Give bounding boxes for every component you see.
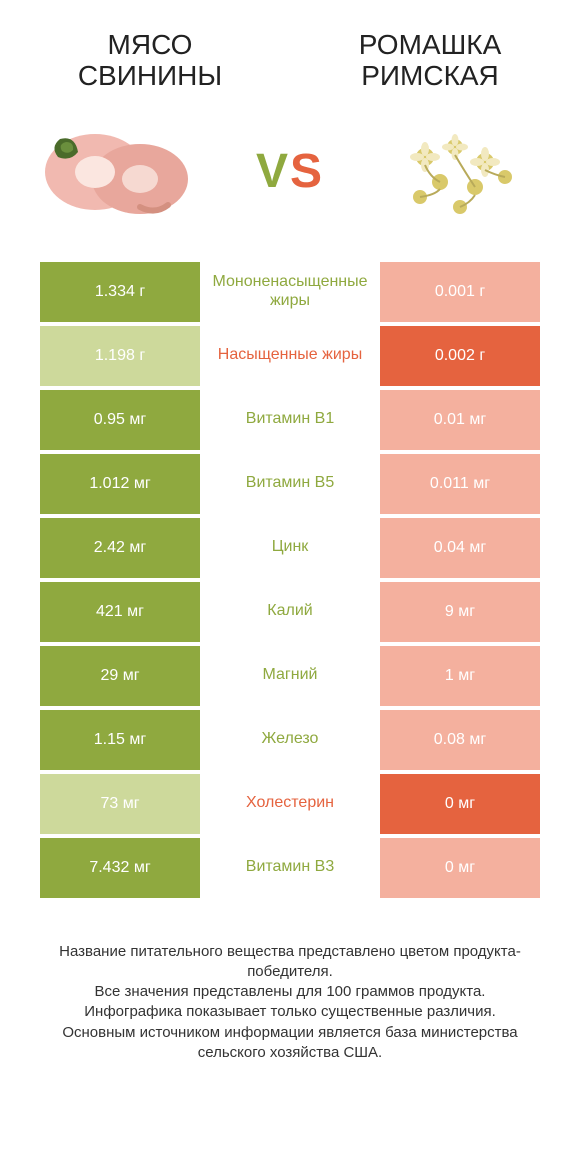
table-row: 0.95 мгВитамин B10.01 мг	[40, 390, 540, 450]
left-value: 73 мг	[40, 774, 200, 834]
pork-icon	[40, 117, 200, 227]
vs-v: V	[256, 145, 290, 198]
left-value: 1.012 мг	[40, 454, 200, 514]
left-value: 0.95 мг	[40, 390, 200, 450]
nutrient-label: Калий	[200, 582, 380, 642]
right-value: 0.04 мг	[380, 518, 540, 578]
table-row: 2.42 мгЦинк0.04 мг	[40, 518, 540, 578]
header: Мясо свинины Ромашка Римская	[0, 0, 580, 102]
nutrient-label: Цинк	[200, 518, 380, 578]
left-value: 2.42 мг	[40, 518, 200, 578]
left-value: 1.198 г	[40, 326, 200, 386]
footer-line: Основным источником информации является …	[30, 1023, 550, 1064]
left-value: 1.15 мг	[40, 710, 200, 770]
right-value: 0.08 мг	[380, 710, 540, 770]
table-row: 7.432 мгВитамин B30 мг	[40, 838, 540, 898]
table-row: 1.012 мгВитамин B50.011 мг	[40, 454, 540, 514]
footer-line: Все значения представлены для 100 граммо…	[30, 982, 550, 1002]
left-value: 421 мг	[40, 582, 200, 642]
vs-row: VS	[0, 102, 580, 262]
right-value: 0 мг	[380, 774, 540, 834]
footer-notes: Название питательного вещества представл…	[0, 902, 580, 1064]
left-value: 29 мг	[40, 646, 200, 706]
right-value: 0 мг	[380, 838, 540, 898]
left-product-title: Мясо свинины	[40, 30, 260, 92]
comparison-table: 1.334 гМононенасыщенные жиры0.001 г1.198…	[0, 262, 580, 898]
chamomile-icon	[385, 117, 535, 227]
right-value: 9 мг	[380, 582, 540, 642]
vs-s: S	[290, 145, 324, 198]
nutrient-label: Мононенасыщенные жиры	[200, 262, 380, 322]
nutrient-label: Витамин B5	[200, 454, 380, 514]
nutrient-label: Холестерин	[200, 774, 380, 834]
right-value: 1 мг	[380, 646, 540, 706]
nutrient-label: Витамин B3	[200, 838, 380, 898]
table-row: 73 мгХолестерин0 мг	[40, 774, 540, 834]
table-row: 1.334 гМононенасыщенные жиры0.001 г	[40, 262, 540, 322]
left-product-image	[40, 112, 200, 232]
table-row: 1.15 мгЖелезо0.08 мг	[40, 710, 540, 770]
nutrient-label: Витамин B1	[200, 390, 380, 450]
right-value: 0.001 г	[380, 262, 540, 322]
right-value: 0.011 мг	[380, 454, 540, 514]
nutrient-label: Железо	[200, 710, 380, 770]
table-row: 1.198 гНасыщенные жиры0.002 г	[40, 326, 540, 386]
nutrient-label: Насыщенные жиры	[200, 326, 380, 386]
table-row: 421 мгКалий9 мг	[40, 582, 540, 642]
footer-line: Название питательного вещества представл…	[30, 942, 550, 983]
right-value: 0.01 мг	[380, 390, 540, 450]
right-product-image	[380, 112, 540, 232]
left-value: 1.334 г	[40, 262, 200, 322]
table-row: 29 мгМагний1 мг	[40, 646, 540, 706]
right-product-title: Ромашка Римская	[320, 30, 540, 92]
vs-label: VS	[256, 144, 324, 199]
right-value: 0.002 г	[380, 326, 540, 386]
nutrient-label: Магний	[200, 646, 380, 706]
footer-line: Инфографика показывает только существенн…	[30, 1002, 550, 1022]
left-value: 7.432 мг	[40, 838, 200, 898]
